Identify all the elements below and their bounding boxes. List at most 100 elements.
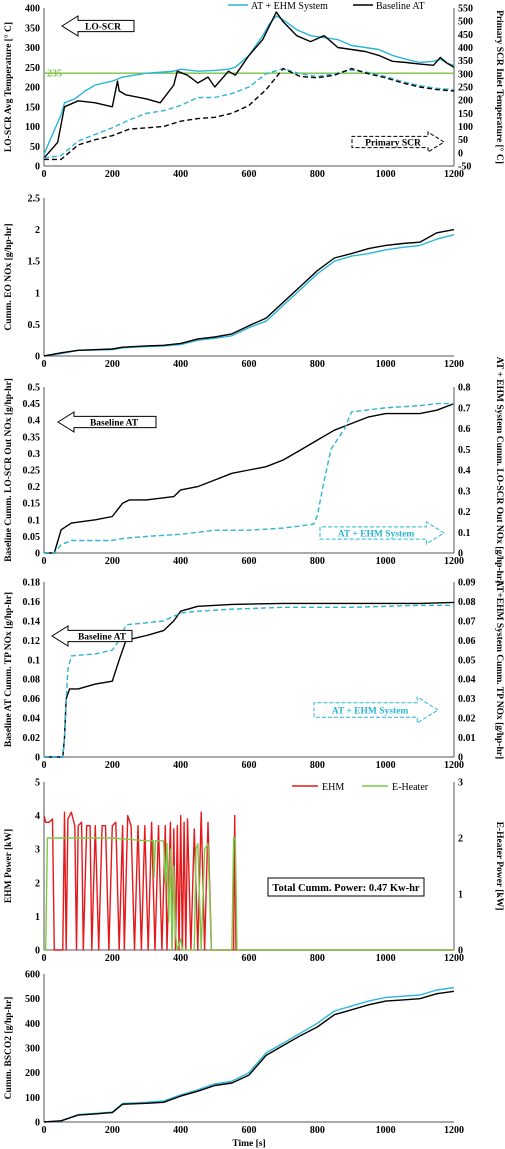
- x-tick-label: 0: [42, 359, 47, 370]
- x-tick-label: 0: [42, 169, 47, 180]
- x-tick-label: 200: [105, 556, 120, 567]
- annotation-label: Total Cumm. Power: 0.47 Kw-hr: [272, 883, 420, 894]
- x-tick-label: 200: [105, 760, 120, 771]
- y-tick-label: 2: [35, 878, 40, 889]
- series-line-1: [44, 601, 455, 758]
- annotation-label: LO-SCR: [85, 23, 121, 33]
- y-tick-label: 0.25: [23, 466, 41, 477]
- y-tick-label: 0.06: [23, 694, 41, 705]
- x-tick-label: 600: [242, 169, 257, 180]
- y-tick-label: 0.1: [28, 655, 41, 666]
- series-line-3: [43, 67, 455, 159]
- x-tick-label: 1200: [444, 760, 464, 771]
- x-axis-label: Time [s]: [232, 1139, 265, 1149]
- y2-tick-label: 300: [458, 69, 473, 80]
- y2-tick-label: 550: [458, 4, 473, 15]
- y2-tick-label: 0.2: [458, 507, 471, 518]
- x-tick-label: 200: [105, 953, 120, 964]
- x-tick-label: 400: [173, 1125, 188, 1136]
- chart-panel-3: 0 200 400 600 800 1000 120000.050.10.150.20.25…: [4, 357, 504, 583]
- reference-line-label: 235: [47, 69, 62, 80]
- series-line-2: [44, 837, 454, 951]
- annotation-arrow: [319, 521, 445, 545]
- x-tick-label: 1200: [444, 953, 464, 964]
- y-tick-label: 200: [25, 83, 40, 94]
- x-tick-label: 400: [173, 556, 188, 567]
- y2-tick-label: -50: [458, 162, 471, 173]
- x-tick-label: 1000: [376, 556, 396, 567]
- x-tick-label: 400: [173, 359, 188, 370]
- y-tick-label: 0: [35, 1118, 40, 1129]
- annotation-label: AT + EHM System: [338, 530, 415, 540]
- y-tick-label: 0.1: [28, 515, 41, 526]
- y-tick-label: 0.2: [28, 482, 41, 493]
- y2-tick-label: 2: [458, 834, 463, 845]
- legend-label: E-Heater: [392, 782, 429, 793]
- y2-tick-label: 0.08: [458, 597, 476, 608]
- annotation-box: [267, 877, 425, 897]
- y-tick-label: 100: [25, 122, 40, 133]
- y-tick-label: 0.3: [28, 449, 41, 460]
- y-tick-label: 0.05: [23, 532, 41, 543]
- x-tick-label: 800: [310, 760, 325, 771]
- y2-tick-label: 50: [458, 135, 468, 146]
- y-tick-label: 0.4: [28, 416, 41, 427]
- x-tick-label: 800: [310, 556, 325, 567]
- y-tick-label: 400: [25, 1019, 40, 1030]
- y2-tick-label: 250: [458, 83, 473, 94]
- y-tick-label: 0: [35, 753, 40, 764]
- x-tick-label: 1000: [376, 1125, 396, 1136]
- chart-panel-4: 0 200 400 600 800 1000 120000.020.040.060.080.…: [4, 578, 504, 772]
- y-tick-label: 2: [35, 225, 40, 236]
- x-tick-label: 0: [42, 953, 47, 964]
- x-tick-label: 1200: [444, 169, 464, 180]
- y2-tick-label: 100: [458, 122, 473, 133]
- y-tick-label: 400: [25, 4, 40, 15]
- chart-panel-6: 0 200 400 600 800 1000 1200 0 100 200 300 400 500 600…: [4, 970, 464, 1149]
- y-tick-label: 250: [25, 63, 40, 74]
- x-tick-label: 800: [310, 169, 325, 180]
- y-tick-label: 150: [25, 102, 40, 113]
- x-tick-label: 200: [105, 169, 120, 180]
- y-tick-label: 1: [35, 288, 40, 299]
- y-axis-label: Cumm. EO NOx [g/hp-hr]: [4, 223, 14, 330]
- legend-panel-1: AT + EHM System Baseline AT: [228, 1, 425, 12]
- x-tick-label: 1000: [376, 169, 396, 180]
- y-tick-label: 0.5: [28, 383, 41, 394]
- y-tick-label: 4: [35, 811, 40, 822]
- x-tick-label: 1000: [376, 760, 396, 771]
- y-tick-label: 100: [25, 1093, 40, 1104]
- x-tick-label: 1200: [444, 359, 464, 370]
- y2-tick-label: 0.3: [458, 486, 471, 497]
- x-tick-label: 800: [310, 953, 325, 964]
- annotation-arrow: [61, 15, 135, 37]
- y-axis-label: LO-SCR Avg Temperature [° C]: [3, 22, 14, 152]
- x-tick-label: 400: [173, 760, 188, 771]
- y-tick-label: 0: [35, 549, 40, 560]
- x-tick-label: 400: [173, 169, 188, 180]
- y-tick-label: 350: [25, 23, 40, 34]
- series-line-2: [44, 604, 454, 758]
- y-tick-label: 0.12: [23, 636, 41, 647]
- y-tick-label: 1.5: [28, 257, 41, 268]
- y-tick-label: 300: [25, 43, 40, 54]
- y-axis-label: Baseline Cumm. LO-SCR Out NOx [g/hp-hr]: [4, 378, 14, 562]
- y-axis-label: Cumm. BSCO2 [g/hp-hr]: [4, 997, 14, 1100]
- y2-axis-label: Primary SCR Inlet Temperature [° C]: [494, 10, 505, 164]
- y-tick-label: 0.14: [23, 616, 41, 627]
- y2-axis-label: E-Heater Power [kW]: [494, 822, 504, 911]
- y2-tick-label: 0: [458, 753, 463, 764]
- y2-tick-label: 0.02: [458, 714, 476, 725]
- y-tick-label: 600: [25, 970, 40, 981]
- x-tick-label: 200: [105, 1125, 120, 1136]
- annotation-arrow: [57, 411, 157, 433]
- series-line-2: [43, 11, 455, 159]
- chart-panel-2: 0 200 400 600 800 1000 1200 0 0.5 1 1.5 2 2.5 Cumm. E…: [4, 194, 464, 371]
- x-tick-label: 600: [242, 953, 257, 964]
- y2-tick-label: 0.06: [458, 636, 476, 647]
- series-line-2: [44, 402, 454, 554]
- y-tick-label: 0: [35, 946, 40, 957]
- y2-tick-label: 0.4: [458, 466, 471, 477]
- y2-tick-label: 500: [458, 17, 473, 28]
